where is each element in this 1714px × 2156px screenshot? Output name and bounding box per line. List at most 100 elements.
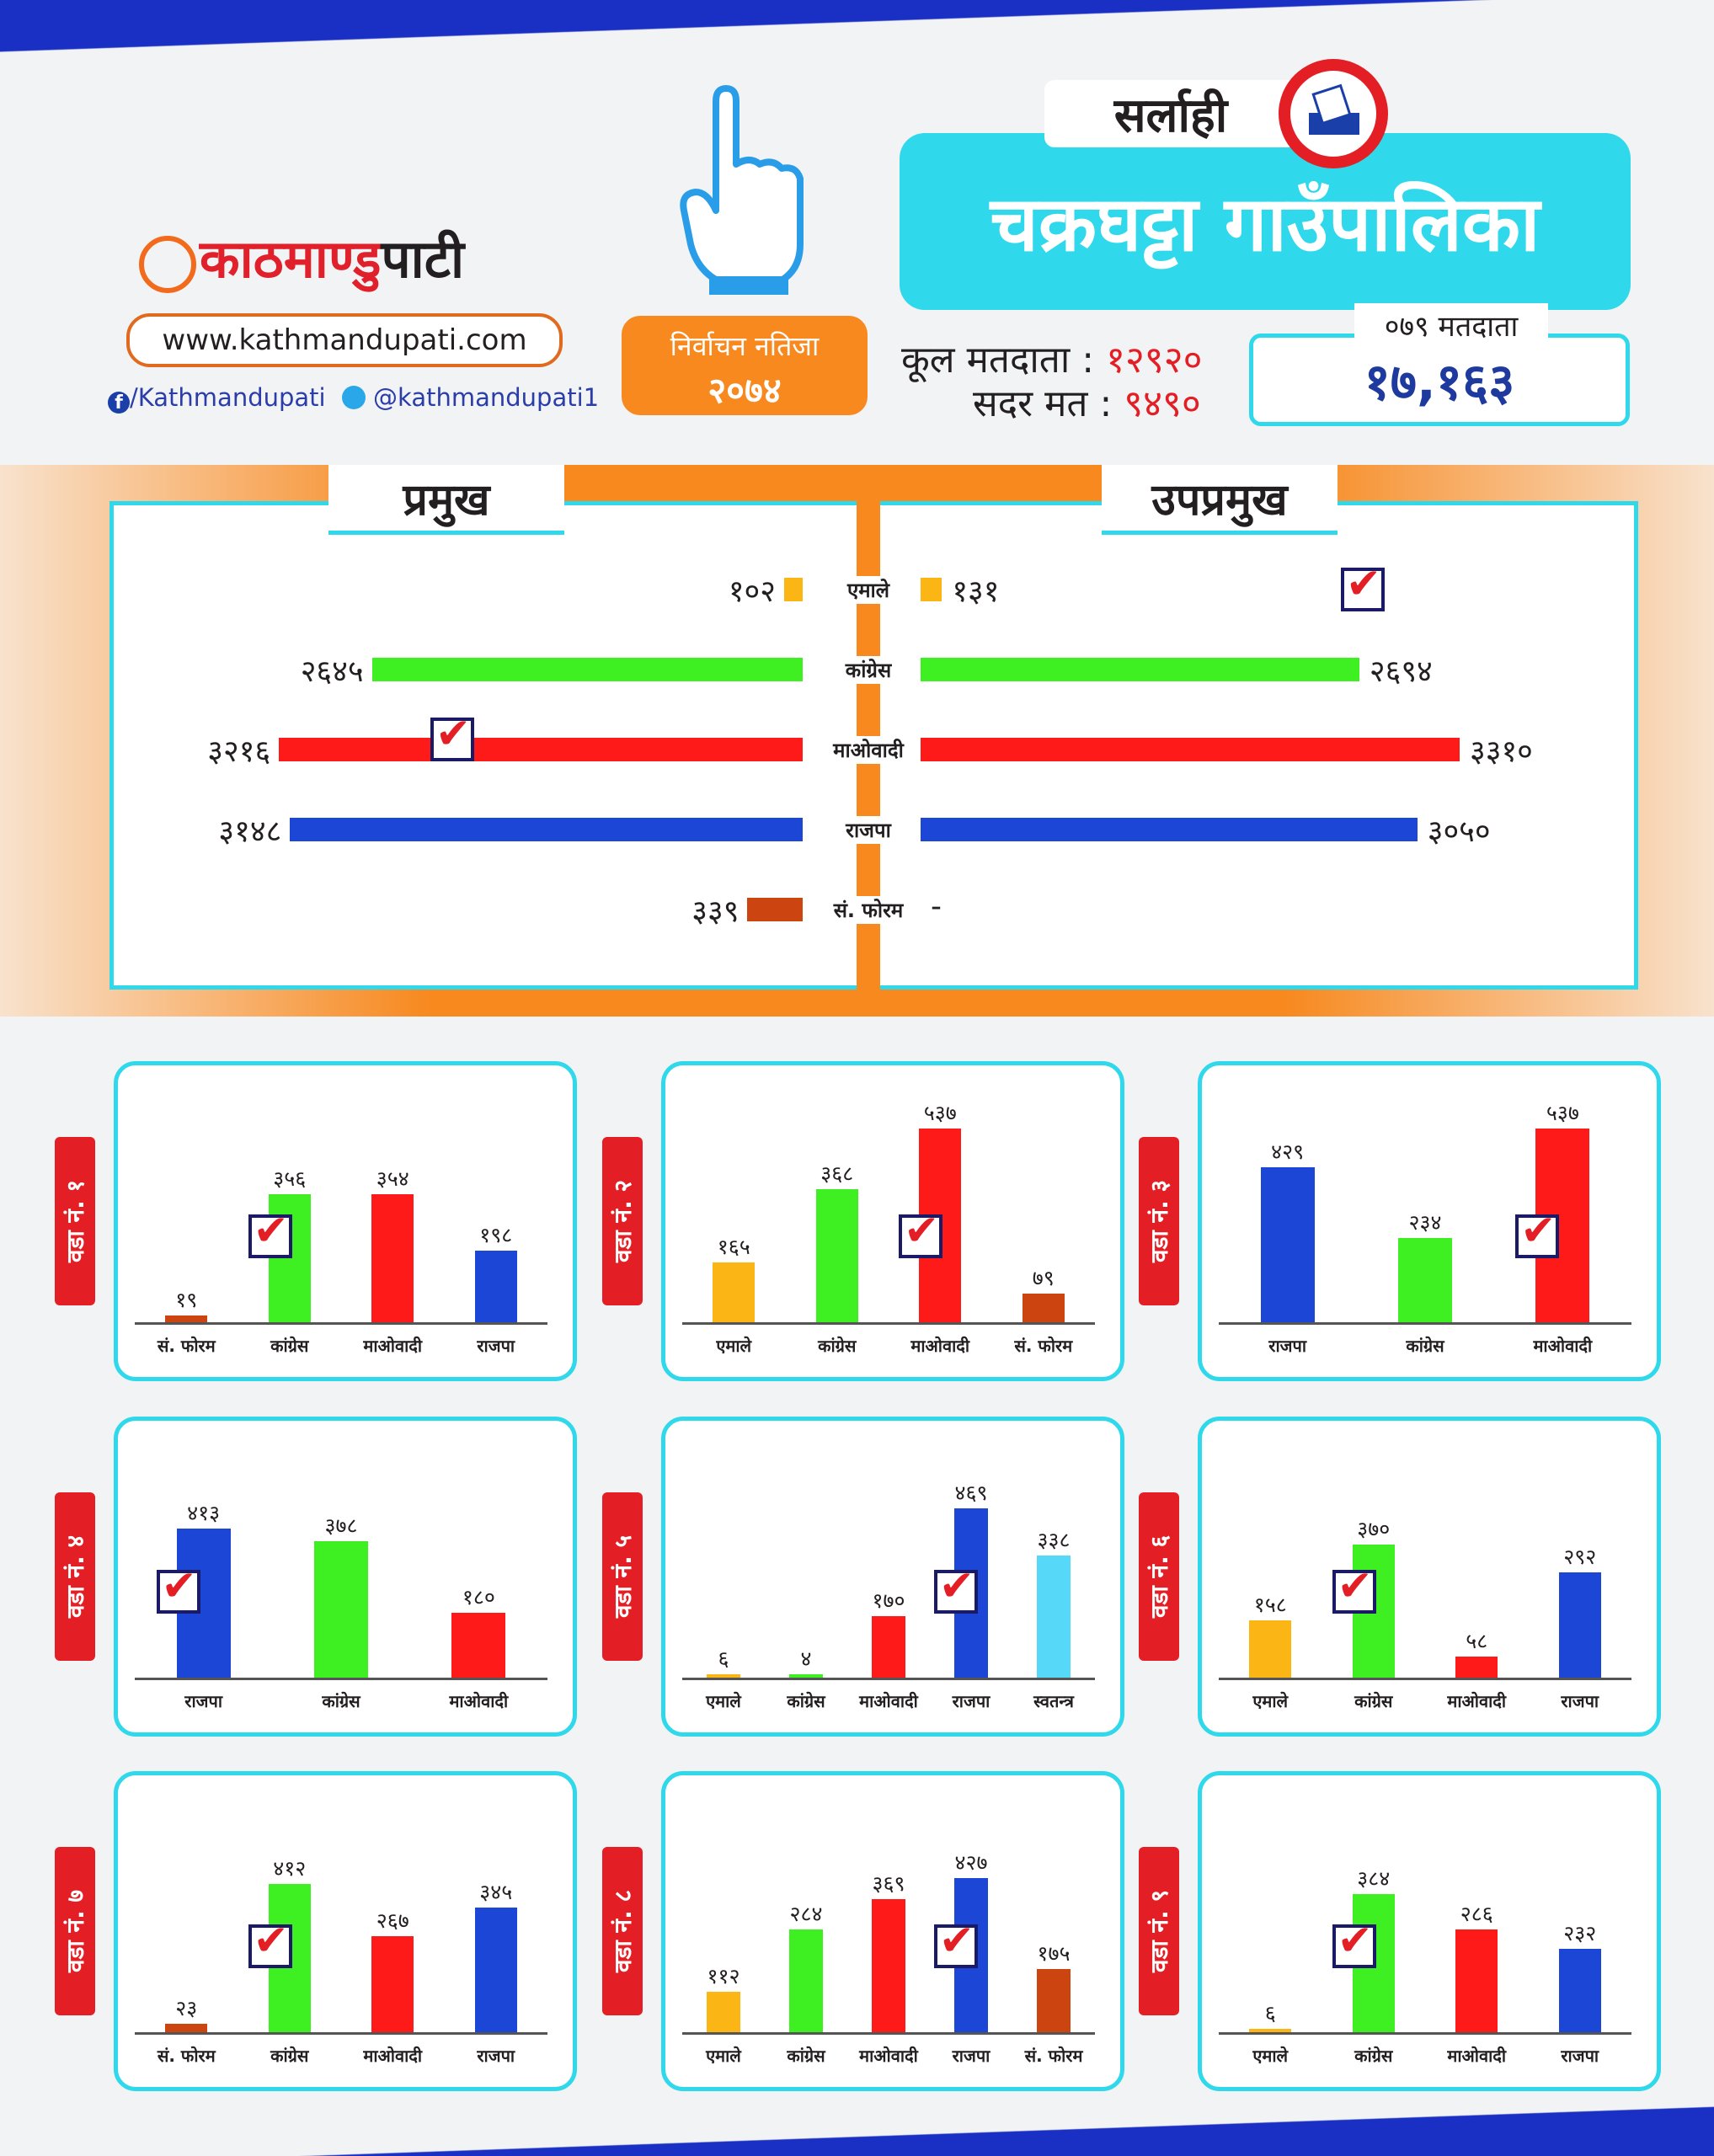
- ward-6-value-1: ३७०: [1357, 1516, 1391, 1541]
- ward-7-winner-check-icon: ✔: [248, 1916, 292, 1968]
- ward-7-category-0: सं. फोरम: [157, 2046, 216, 2066]
- facebook-handle[interactable]: /Kathmandupati: [130, 383, 326, 412]
- ward-7-category-2: माओवादी: [363, 2046, 423, 2066]
- mayor-bar-3: [290, 818, 803, 841]
- ward-5-value-2: १७०: [872, 1588, 905, 1614]
- ward-4-winner-check-icon: ✔: [156, 1561, 200, 1614]
- voting-finger-icon: [680, 85, 804, 295]
- twitter-icon: [341, 386, 366, 409]
- ward-1-category-1: कांग्रेस: [270, 1336, 309, 1356]
- ward-6-category-1: कांग्रेस: [1354, 1691, 1393, 1711]
- main-horizontal-bar-chart: एमाले १०२ १३१ ✔ कांग्रेस २६४५ २६९४ माओवादी ३२१६ ✔…: [0, 0, 1714, 1019]
- party-label-4: सं. फोरम: [809, 896, 927, 924]
- ward-1-bar-0: [165, 1315, 208, 1322]
- ward-9-category-0: एमाले: [1252, 2046, 1289, 2066]
- ward-3-category-2: माओवादी: [1533, 1336, 1593, 1356]
- ward-5-bar-1: [789, 1674, 823, 1678]
- mayor-heading: प्रमुख: [328, 465, 564, 535]
- ward-9-value-3: २३२: [1563, 1920, 1597, 1945]
- ward-label-6: वडा नं. ६: [1139, 1492, 1179, 1661]
- ward-8-bar-2: [872, 1898, 905, 2032]
- ward-6-category-2: माओवादी: [1447, 1691, 1507, 1711]
- logo: काठमाण्डुपाटी: [131, 227, 535, 303]
- ward-4-value-2: १८०: [462, 1584, 495, 1609]
- ward-9-category-2: माओवादी: [1447, 2046, 1507, 2066]
- ward-9-value-0: ६: [1264, 2001, 1276, 2025]
- ward-6-baseline: [1219, 1678, 1631, 1680]
- ward-4-category-0: राजपा: [184, 1691, 223, 1711]
- ward-1-bar-2: [371, 1194, 414, 1322]
- ward-8-value-2: ३६९: [872, 1870, 905, 1896]
- ward-8-winner-check-icon: ✔: [934, 1916, 978, 1968]
- ward-5-category-0: एमाले: [706, 1691, 741, 1711]
- ward-1-category-2: माओवादी: [363, 1336, 423, 1356]
- deputy-heading: उपप्रमुख: [1102, 465, 1338, 535]
- mayor-value-0: १०२: [728, 574, 776, 609]
- ward-2-value-2: ५३७: [923, 1101, 957, 1125]
- ward-3-value-0: ४२९: [1271, 1139, 1305, 1165]
- ward-3-value-2: ५३७: [1546, 1101, 1579, 1125]
- ward-8-category-2: माओवादी: [859, 2046, 918, 2066]
- ward-5-category-1: कांग्रेस: [787, 1691, 825, 1711]
- ward-7-category-3: राजपा: [477, 2046, 515, 2066]
- deputy-value-0: १३१: [952, 574, 1000, 609]
- ward-7-value-0: २३: [175, 1996, 198, 2021]
- mayor-value-2: ३२१६: [207, 734, 271, 769]
- twitter-handle[interactable]: @kathmandupati1: [373, 383, 600, 412]
- ward-5-category-4: स्वतन्त्र: [1033, 1691, 1074, 1711]
- ward-9-category-3: राजपा: [1561, 2046, 1599, 2066]
- ward-6-winner-check-icon: ✔: [1332, 1561, 1376, 1614]
- ward-9-value-2: २८६: [1460, 1901, 1493, 1926]
- ward-1-category-0: सं. फोरम: [157, 1336, 216, 1356]
- ward-2-category-0: एमाले: [716, 1336, 752, 1356]
- ward-5-bar-0: [707, 1674, 740, 1678]
- deputy-bar-3: [921, 818, 1418, 841]
- election-result-badge: निर्वाचन नतिजा २०७४: [622, 316, 868, 415]
- ward-7-value-3: ३४५: [479, 1880, 513, 1905]
- ward-9-bar-3: [1558, 1948, 1601, 2032]
- ward-3-baseline: [1219, 1322, 1631, 1325]
- ward-8-bar-0: [707, 1992, 740, 2032]
- ward-8-baseline: [682, 2032, 1095, 2035]
- ward-6-category-0: एमाले: [1252, 1691, 1289, 1711]
- ward-9-category-1: कांग्रेस: [1354, 2046, 1393, 2066]
- ward-label-2: वडा नं. २: [602, 1137, 643, 1305]
- ward-1-value-0: १९: [175, 1287, 198, 1312]
- ward-7-category-1: कांग्रेस: [270, 2046, 309, 2066]
- deputy-value-1: २६९४: [1369, 654, 1433, 689]
- ward-2-bar-1: [815, 1189, 858, 1322]
- ward-label-9: वडा नं. ९: [1139, 1847, 1179, 2015]
- logo-text: काठमाण्डुपाटी: [200, 228, 465, 290]
- ward-6-category-3: राजपा: [1561, 1691, 1599, 1711]
- ward-9-winner-check-icon: ✔: [1332, 1916, 1376, 1968]
- ward-2-winner-check-icon: ✔: [899, 1206, 943, 1258]
- deputy-bar-1: [921, 658, 1359, 681]
- ward-4-bar-1: [314, 1541, 368, 1678]
- ward-6-bar-3: [1558, 1572, 1601, 1678]
- deputy-bar-2: [921, 738, 1460, 761]
- mayor-winner-check-icon: ✔: [430, 709, 475, 761]
- ward-5-bar-2: [872, 1616, 905, 1678]
- mayor-bar-4: [747, 898, 803, 921]
- ward-2-category-3: सं. फोरम: [1014, 1336, 1073, 1356]
- ward-8-category-1: कांग्रेस: [787, 2046, 825, 2066]
- ward-6-bar-0: [1249, 1620, 1292, 1678]
- ward-7-bar-3: [474, 1908, 517, 2032]
- ward-5-value-1: ४: [800, 1646, 812, 1671]
- ward-2-value-3: ७९: [1032, 1266, 1055, 1291]
- website-link[interactable]: www.kathmandupati.com: [126, 313, 563, 367]
- ward-6-value-3: २९२: [1563, 1544, 1597, 1569]
- ward-label-1: वडा नं. १: [55, 1137, 95, 1305]
- deputy-value-2: ३३१०: [1470, 734, 1533, 769]
- ward-8-value-0: ११२: [707, 1964, 740, 1989]
- ward-3-category-1: कांग्रेस: [1406, 1336, 1444, 1356]
- ward-7-baseline: [135, 2032, 547, 2035]
- ward-8-value-4: १७५: [1037, 1941, 1071, 1967]
- ward-5-value-4: ३३८: [1037, 1528, 1071, 1553]
- ward-1-value-2: ३५४: [376, 1166, 409, 1192]
- party-label-0: एमाले: [809, 576, 927, 604]
- valid-votes: सदर मत : ९४९०: [973, 382, 1201, 425]
- ward-5-value-0: ६: [718, 1646, 729, 1671]
- ward-2-value-1: ३६८: [820, 1161, 854, 1187]
